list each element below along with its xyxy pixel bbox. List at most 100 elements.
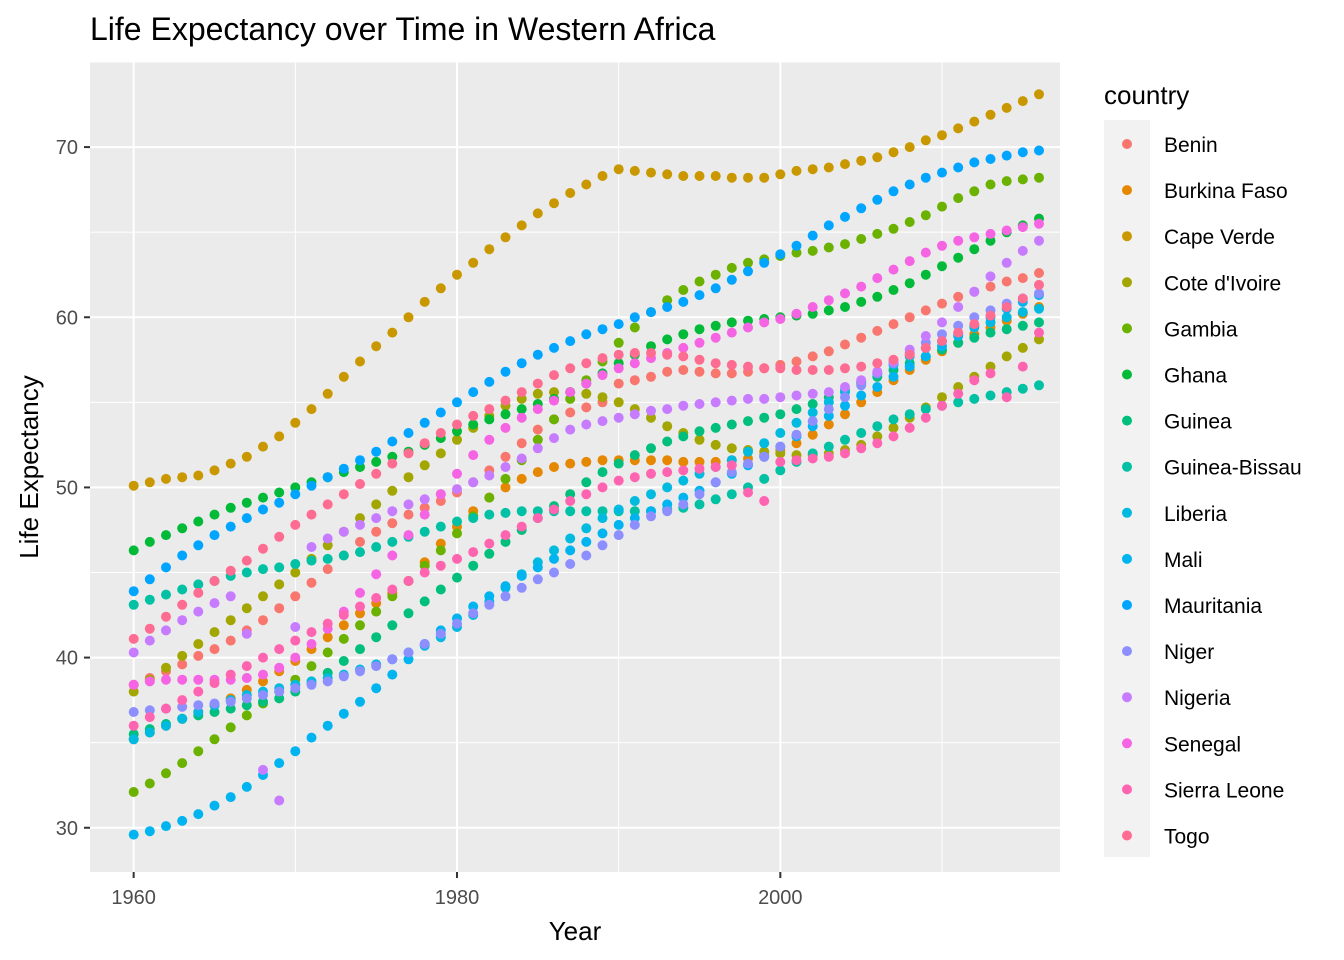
data-point [484, 404, 495, 415]
data-point [823, 220, 834, 231]
data-point [532, 506, 543, 517]
data-point [613, 378, 624, 389]
data-point [177, 615, 188, 626]
data-point [565, 363, 576, 374]
data-point [726, 489, 737, 500]
data-point [209, 644, 220, 655]
data-point [225, 565, 236, 576]
data-point [565, 533, 576, 544]
legend-key [1122, 277, 1132, 288]
data-point [662, 482, 673, 493]
data-point [532, 388, 543, 399]
data-point [1034, 145, 1044, 156]
data-point [516, 220, 527, 231]
x-tick-label: 1960 [111, 887, 156, 909]
data-point [532, 208, 543, 219]
data-point [128, 720, 139, 731]
data-point [840, 288, 850, 299]
data-point [549, 553, 559, 564]
data-point [1017, 222, 1028, 233]
data-point [435, 584, 446, 595]
data-point [678, 456, 689, 467]
data-point [128, 545, 139, 556]
data-point [953, 291, 964, 302]
data-point [161, 625, 171, 636]
data-point [387, 506, 398, 517]
data-point [694, 276, 705, 287]
data-point [1017, 147, 1028, 158]
legend-key-background [1104, 120, 1150, 857]
data-point [161, 611, 171, 622]
data-point [743, 416, 753, 427]
data-point [823, 419, 834, 430]
data-point [613, 337, 624, 348]
data-point [791, 308, 802, 319]
data-point [225, 458, 236, 469]
legend-key [1122, 738, 1132, 749]
data-point [371, 661, 382, 672]
data-point [823, 387, 834, 398]
data-point [646, 307, 656, 318]
data-point [888, 431, 899, 442]
data-point [613, 412, 624, 423]
data-point [1001, 302, 1012, 312]
data-point [662, 421, 673, 432]
data-point [193, 587, 204, 598]
data-point [355, 356, 365, 367]
legend-item: Liberia [1122, 503, 1227, 526]
data-point [581, 477, 592, 488]
data-point [549, 567, 559, 578]
data-point [710, 397, 721, 408]
data-point [872, 228, 883, 239]
data-point [144, 635, 155, 646]
data-point [678, 285, 689, 295]
data-point [872, 421, 883, 432]
plot-panel [90, 62, 1060, 872]
data-point [872, 366, 883, 377]
data-point [403, 499, 414, 510]
data-point [872, 194, 883, 205]
data-point [969, 232, 980, 243]
legend-label: Liberia [1164, 503, 1227, 526]
data-point [144, 778, 155, 789]
legend-key [1122, 692, 1132, 703]
data-point [532, 513, 543, 524]
data-point [403, 472, 414, 483]
data-point [678, 296, 689, 307]
data-point [694, 366, 705, 377]
data-point [775, 428, 786, 438]
data-point [225, 502, 236, 513]
data-point [888, 147, 899, 158]
data-point [290, 652, 301, 663]
data-point [920, 331, 931, 341]
data-point [241, 513, 252, 524]
data-point [419, 509, 430, 520]
data-point [193, 700, 204, 711]
data-point [387, 485, 398, 496]
data-point [144, 712, 155, 723]
data-point [435, 628, 446, 639]
data-point [484, 538, 495, 549]
data-point [532, 404, 543, 415]
data-point [452, 618, 462, 629]
data-point [516, 387, 527, 398]
data-point [1017, 307, 1028, 318]
data-point [904, 361, 915, 372]
data-point [791, 365, 802, 375]
legend-item: Benin [1122, 134, 1218, 157]
data-point [678, 499, 689, 510]
data-point [225, 669, 236, 680]
data-point [371, 632, 382, 643]
data-point [775, 169, 786, 180]
data-point [500, 422, 511, 433]
y-tick-label: 60 [56, 307, 78, 329]
data-point [241, 555, 252, 566]
data-point [856, 296, 867, 307]
data-point [177, 674, 188, 685]
data-point [144, 826, 155, 837]
data-point [629, 519, 640, 530]
data-point [144, 594, 155, 605]
data-point [597, 455, 608, 466]
data-point [516, 453, 527, 464]
